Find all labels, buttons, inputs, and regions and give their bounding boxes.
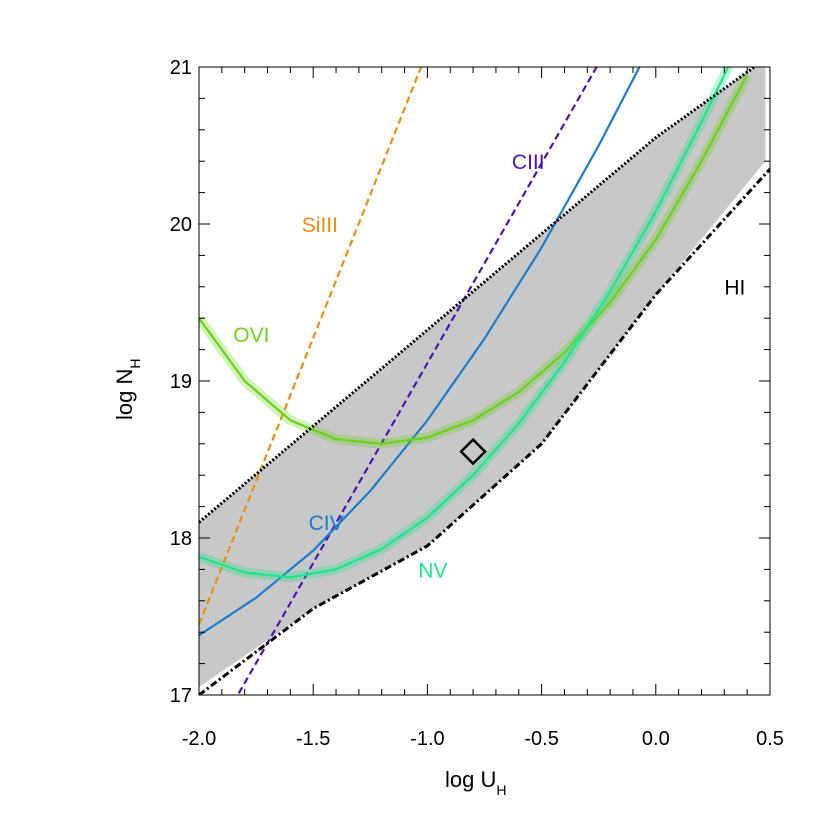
y-tick-label: 19 <box>170 371 192 393</box>
x-tick-label: 0.5 <box>756 728 784 750</box>
label-layer: SiIII CIII OVI CIV NV HI <box>233 151 745 582</box>
series-layer <box>199 67 770 695</box>
shaded-region-layer <box>199 67 766 688</box>
series-label-ovi: OVI <box>233 324 269 347</box>
series-line-hi-lower <box>199 167 770 695</box>
series-line-siiii <box>199 67 423 625</box>
x-axis-title-subscript: H <box>496 782 506 798</box>
series-line-hi <box>199 67 757 524</box>
marker-layer <box>459 437 487 466</box>
data-point-marker <box>459 437 487 466</box>
y-tick-label: 18 <box>170 528 192 550</box>
x-axis-title: log UH <box>445 767 506 798</box>
x-tick-label: -2.0 <box>182 728 216 750</box>
series-line-ovi <box>199 74 749 445</box>
series-label-hi: HI <box>724 277 745 300</box>
series-label-civ: CIV <box>309 512 344 535</box>
y-tick-label: 20 <box>170 214 192 236</box>
x-tick-label: -1.5 <box>296 728 330 750</box>
x-tick-label: -0.5 <box>524 728 558 750</box>
series-line-civ <box>199 67 641 637</box>
shaded-region <box>199 67 766 688</box>
y-axis-title-subscript: H <box>127 359 143 369</box>
series-label-ciii: CIII <box>512 151 545 174</box>
x-tick-label: 0.0 <box>642 728 670 750</box>
series-line-nv <box>199 67 730 579</box>
tick-layer: -2.0 -1.5 -1.0 -0.5 0.0 0.5 17 18 19 20 21 <box>170 57 784 750</box>
series-line-ciii <box>236 67 598 695</box>
series-label-nv: NV <box>418 559 447 582</box>
series-label-siiii: SiIII <box>302 214 338 237</box>
x-tick-label: -1.0 <box>410 728 444 750</box>
y-axis-title: log NH <box>112 359 143 420</box>
y-tick-label: 21 <box>170 57 192 79</box>
y-tick-label: 17 <box>170 685 192 707</box>
